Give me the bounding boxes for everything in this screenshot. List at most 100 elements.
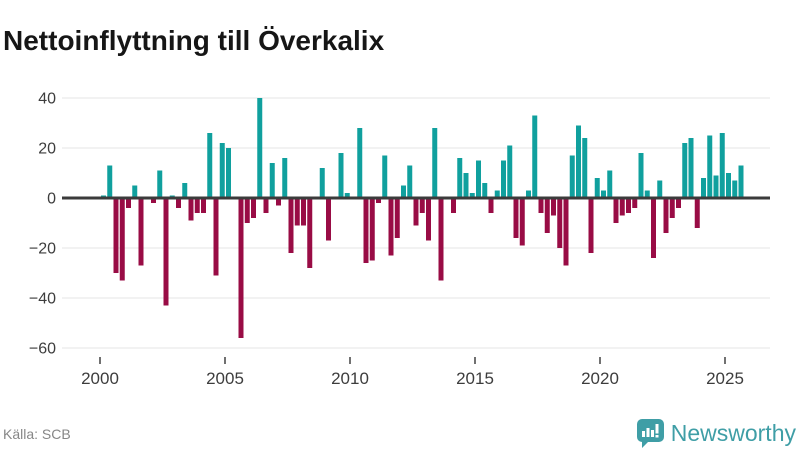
chart-bar — [557, 198, 563, 248]
chart-bar — [207, 133, 213, 198]
chart-bar — [326, 198, 331, 241]
chart-bar — [526, 190, 531, 198]
y-axis-label: −40 — [29, 291, 56, 308]
chart-bar — [626, 198, 631, 213]
chart-bar — [713, 175, 719, 198]
chart-bar — [613, 198, 619, 223]
chart-bar — [388, 198, 394, 256]
chart-bar — [463, 173, 469, 198]
chart-bar — [701, 178, 706, 198]
chart-bar — [482, 183, 488, 198]
x-axis-label: 2010 — [331, 369, 369, 388]
chart-bar — [119, 198, 125, 281]
chart-bar — [126, 198, 131, 208]
chart-bar — [582, 138, 588, 198]
chart-bar — [369, 198, 375, 261]
newsworthy-logo-icon — [636, 419, 664, 448]
x-axis-label: 2005 — [206, 369, 244, 388]
chart-bar — [219, 143, 225, 198]
chart-bar — [551, 198, 556, 216]
chart-bar — [163, 198, 169, 306]
chart-bar — [194, 198, 200, 213]
chart-bar — [419, 198, 425, 213]
chart-bar — [476, 160, 481, 198]
chart-bar — [251, 198, 256, 218]
chart-bar — [438, 198, 444, 281]
y-axis-label: −60 — [29, 341, 56, 358]
chart-bar — [576, 125, 581, 198]
chart-bar — [201, 198, 206, 213]
chart-bar — [413, 198, 419, 226]
chart-bar — [519, 198, 525, 246]
chart-bar — [494, 190, 500, 198]
chart-bar — [682, 143, 688, 198]
chart-bar — [507, 145, 513, 198]
chart-bar — [157, 170, 163, 198]
chart-bar — [151, 198, 156, 203]
chart-bar — [663, 198, 669, 233]
chart-bar — [307, 198, 313, 268]
chart-bar — [257, 98, 263, 198]
chart-bar — [619, 198, 625, 216]
y-axis-label: −20 — [29, 241, 56, 258]
newsworthy-logo-text: Newsworthy — [670, 420, 796, 446]
chart-bar — [501, 160, 506, 198]
chart-bar — [382, 155, 388, 198]
y-axis-label: 0 — [47, 191, 56, 208]
x-axis-label: 2020 — [581, 369, 619, 388]
chart-bar — [538, 198, 544, 213]
chart-bar — [513, 198, 519, 238]
newsworthy-logo: Newsworthy — [636, 419, 796, 448]
chart-bar — [469, 193, 475, 198]
chart-bar — [182, 183, 188, 198]
chart-bar — [132, 185, 138, 198]
chart-bar — [269, 163, 275, 198]
x-axis-label: 2000 — [81, 369, 119, 388]
y-axis-label: 20 — [38, 141, 56, 158]
chart-bar — [726, 173, 731, 198]
chart-bar — [563, 198, 569, 266]
chart-bar — [188, 198, 194, 221]
chart-bar — [363, 198, 369, 263]
chart-bar — [594, 178, 600, 198]
chart-bar — [451, 198, 456, 213]
chart-bar — [263, 198, 269, 213]
chart-bar — [357, 128, 363, 198]
chart-bar — [738, 165, 744, 198]
chart-bar — [694, 198, 700, 228]
x-axis-label: 2015 — [456, 369, 494, 388]
chart-bar — [607, 170, 613, 198]
chart-bar — [176, 198, 181, 208]
chart-bar — [276, 198, 281, 206]
chart-bar — [294, 198, 300, 226]
chart-bar — [676, 198, 681, 208]
chart-bar — [107, 165, 113, 198]
chart-bar — [113, 198, 119, 273]
chart-bar — [569, 155, 575, 198]
chart-bar — [282, 158, 288, 198]
chart-bar — [601, 190, 606, 198]
chart-bar — [244, 198, 250, 223]
chart-bar — [657, 180, 663, 198]
chart-bar — [319, 168, 325, 198]
chart-bar — [288, 198, 294, 253]
chart-bar — [544, 198, 550, 233]
chart-bar — [732, 180, 738, 198]
chart-bar — [394, 198, 400, 238]
chart-bar — [432, 128, 438, 198]
chart-bar — [344, 193, 350, 198]
chart-bar — [669, 198, 675, 218]
x-axis-label: 2025 — [706, 369, 744, 388]
chart-bar — [719, 133, 725, 198]
chart-bar — [688, 138, 694, 198]
chart-bar — [644, 190, 650, 198]
chart-bar — [401, 185, 406, 198]
chart-bar — [407, 165, 413, 198]
chart-bar — [488, 198, 494, 213]
chart-bar — [301, 198, 306, 226]
source-note: Källa: SCB — [3, 426, 71, 442]
chart-bar — [238, 198, 244, 338]
page-title: Nettoinflyttning till Överkalix — [3, 24, 385, 56]
y-axis-label: 40 — [38, 91, 56, 108]
chart-bar — [226, 148, 231, 198]
